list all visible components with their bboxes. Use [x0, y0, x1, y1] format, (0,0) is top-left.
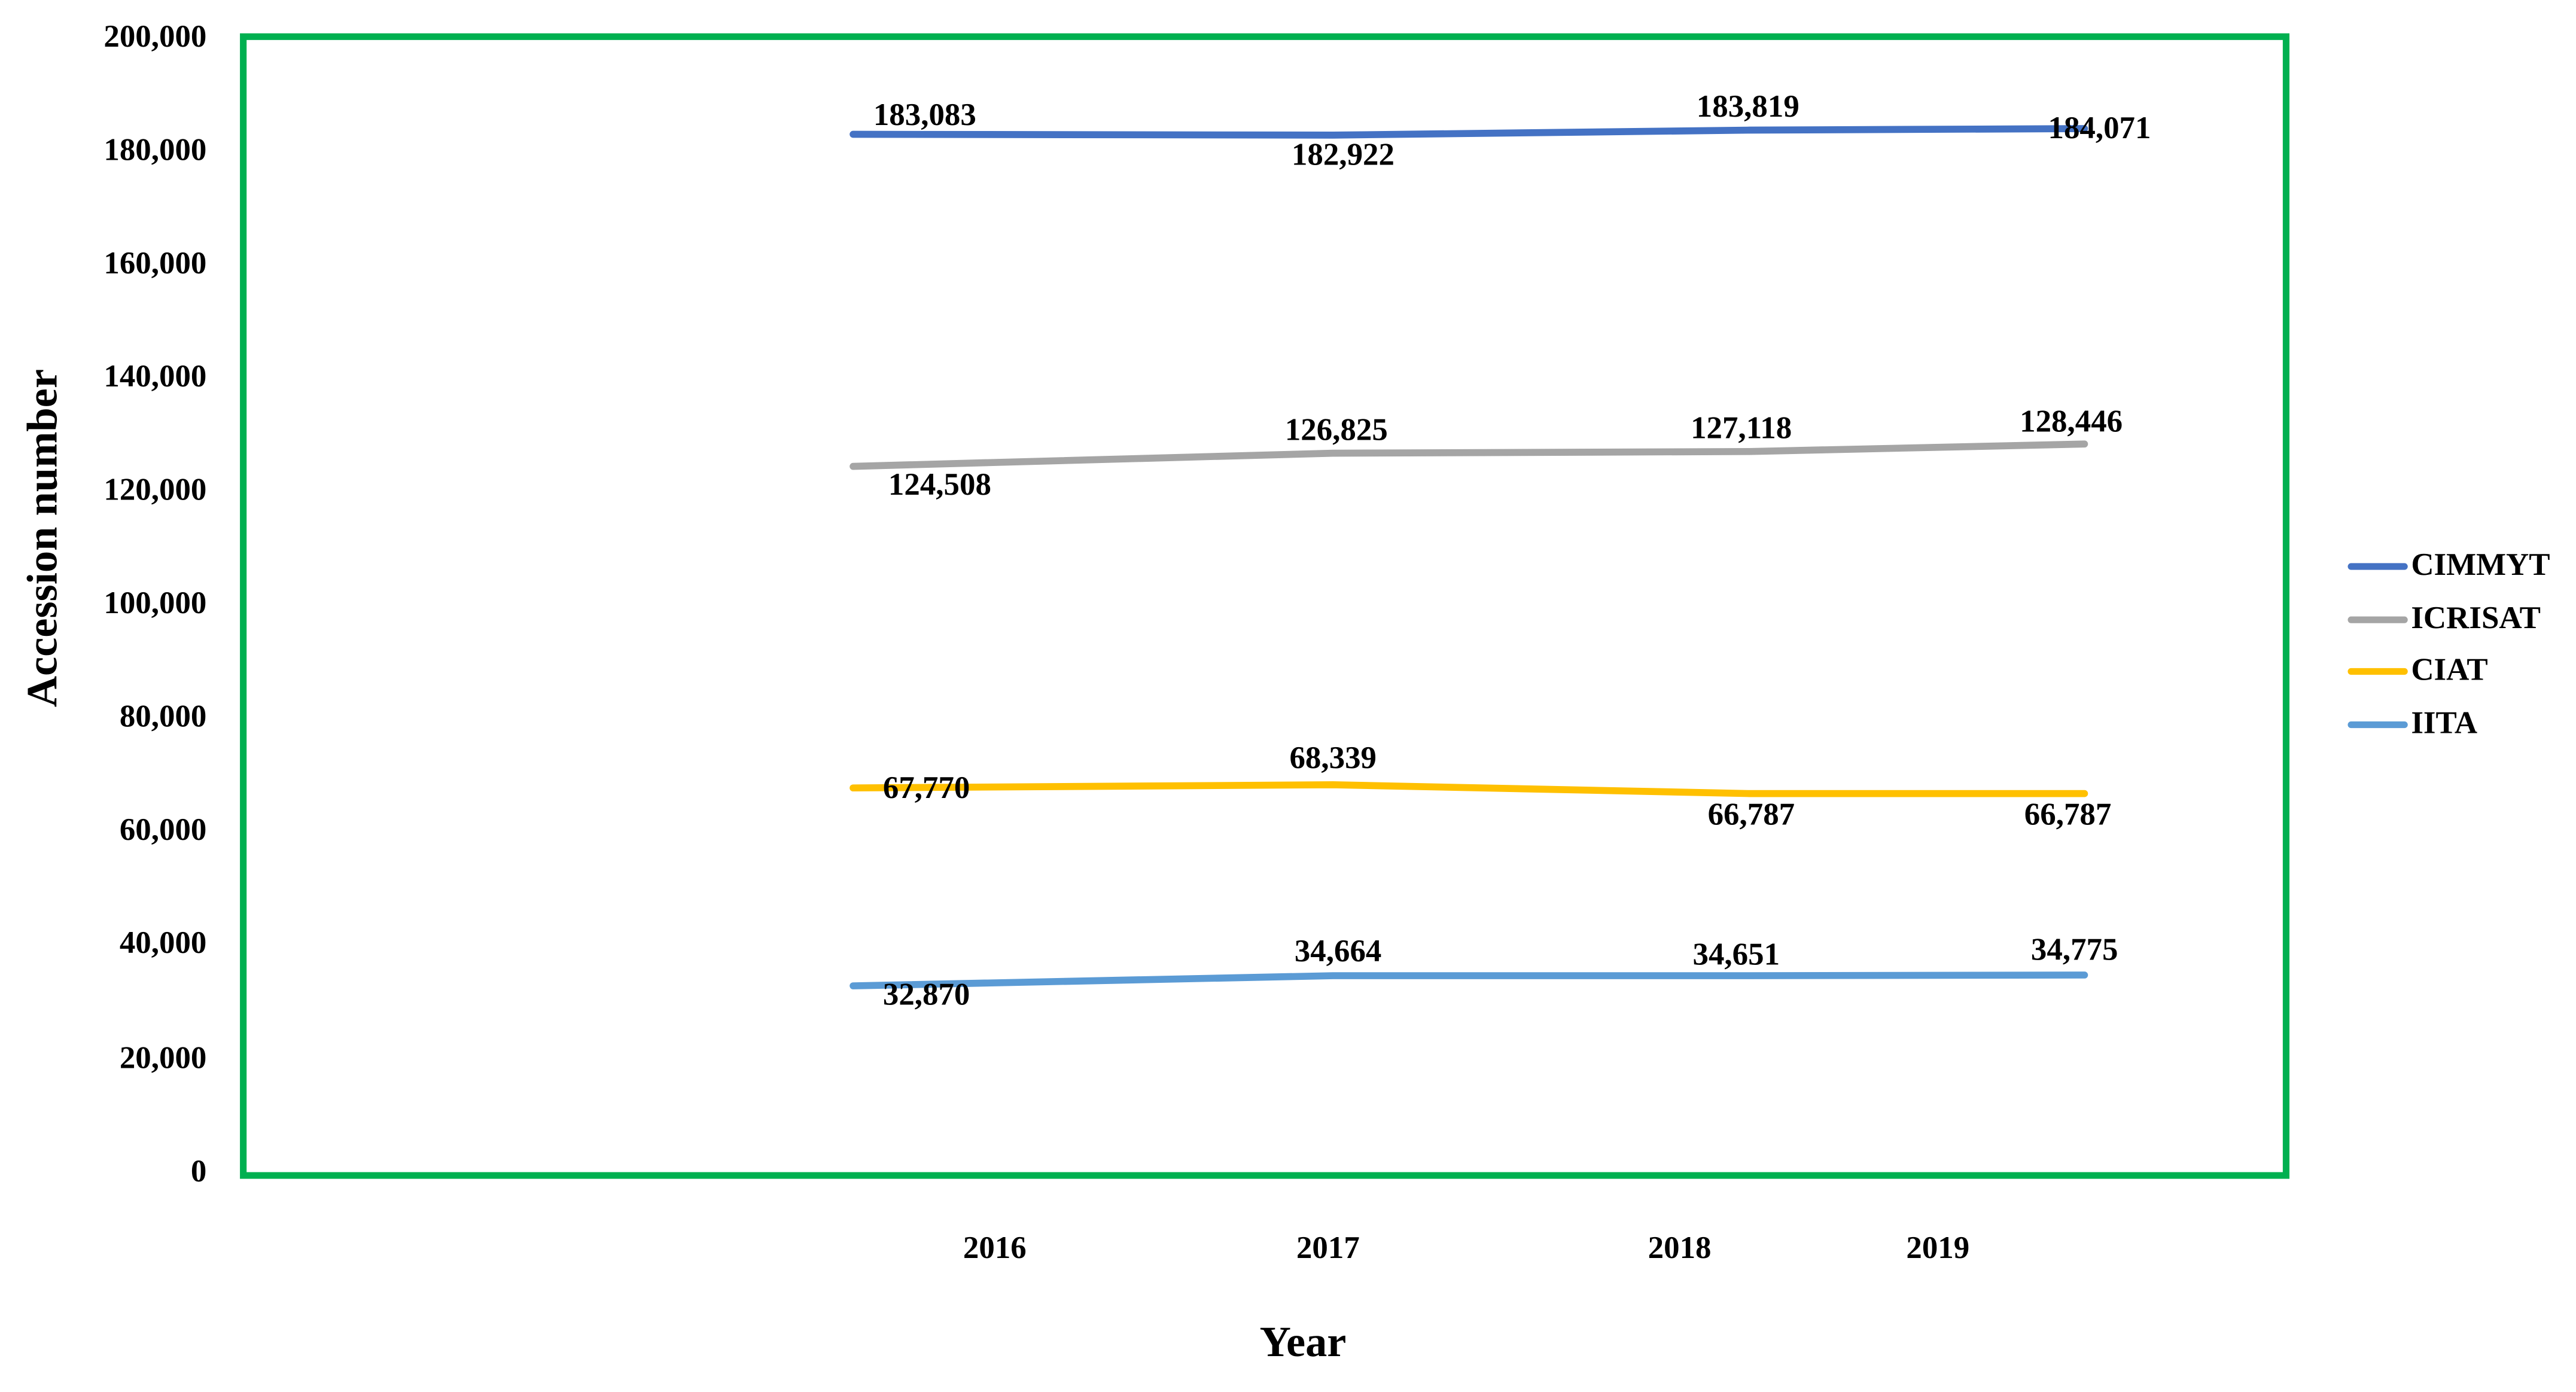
y-tick-label: 80,000 [119, 700, 207, 736]
data-label-iita-2019: 34,775 [2030, 933, 2118, 968]
legend-label-iita: IITA [2411, 706, 2478, 742]
y-tick-label: 120,000 [103, 473, 207, 509]
legend-item-icrisat: ICRISAT [2347, 595, 2541, 645]
y-tick-label: 200,000 [103, 20, 207, 55]
series-line-icrisat [849, 440, 2088, 470]
x-tick-label: 2018 [1648, 1231, 1712, 1266]
x-tick-label: 2017 [1296, 1231, 1360, 1266]
legend-swatch-iita [2347, 721, 2408, 729]
x-axis-title: Year [1259, 1318, 1347, 1366]
legend-label-cimmyt: CIMMYT [2411, 548, 2550, 583]
legend-item-ciat: CIAT [2347, 647, 2488, 697]
data-label-cimmyt-2016: 183,083 [873, 98, 976, 133]
data-label-icrisat-2018: 127,118 [1691, 411, 1792, 447]
y-tick-label: 160,000 [103, 246, 207, 282]
data-label-iita-2018: 34,651 [1692, 937, 1780, 973]
data-label-iita-2016: 32,870 [882, 977, 970, 1013]
y-tick-label: 180,000 [103, 133, 207, 169]
y-tick-label: 60,000 [119, 814, 207, 849]
data-label-ciat-2017: 68,339 [1289, 741, 1377, 776]
data-label-icrisat-2017: 126,825 [1284, 413, 1388, 449]
y-tick-label: 140,000 [103, 360, 207, 395]
series-line-cimmyt [849, 125, 2088, 139]
data-label-ciat-2018: 66,787 [1707, 798, 1795, 834]
legend-item-cimmyt: CIMMYT [2347, 541, 2550, 592]
data-label-cimmyt-2017: 182,922 [1291, 138, 1394, 173]
legend-swatch-cimmyt [2347, 563, 2408, 570]
legend-swatch-icrisat [2347, 616, 2408, 623]
y-axis-title: Accession number [18, 369, 67, 708]
data-label-iita-2017: 34,664 [1294, 934, 1382, 969]
legend-item-iita: IITA [2347, 700, 2477, 750]
x-tick-label: 2016 [963, 1231, 1027, 1266]
x-tick-label: 2019 [1906, 1231, 1970, 1266]
data-label-cimmyt-2018: 183,819 [1696, 90, 1799, 126]
data-label-icrisat-2019: 128,446 [2020, 404, 2123, 439]
series-line-iita [849, 971, 2088, 989]
data-label-cimmyt-2019: 184,071 [2048, 112, 2151, 147]
data-label-ciat-2016: 67,770 [882, 771, 970, 806]
y-tick-label: 40,000 [119, 927, 207, 962]
data-label-ciat-2019: 66,787 [2024, 798, 2112, 834]
legend-label-icrisat: ICRISAT [2411, 601, 2541, 636]
y-tick-label: 20,000 [119, 1040, 207, 1076]
legend-label-ciat: CIAT [2411, 653, 2488, 689]
y-tick-label: 100,000 [103, 587, 207, 622]
plot-border [240, 33, 2290, 1179]
data-label-icrisat-2016: 124,508 [888, 468, 991, 503]
series-line-ciat [849, 781, 2088, 797]
y-tick-label: 0 [190, 1153, 207, 1189]
legend-swatch-ciat [2347, 668, 2408, 675]
